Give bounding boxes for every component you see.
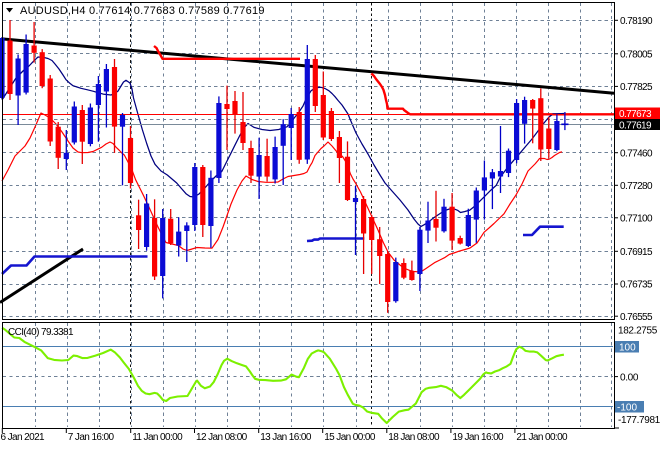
svg-text:0.00: 0.00 bbox=[620, 373, 639, 384]
svg-text:CCI(40) 79.3381: CCI(40) 79.3381 bbox=[8, 327, 74, 338]
svg-text:AUDUSD,H4 0.77614 0.77683 0.7: AUDUSD,H4 0.77614 0.77683 0.77589 0.7761… bbox=[20, 5, 265, 17]
svg-text:0.77825: 0.77825 bbox=[620, 82, 653, 93]
svg-text:19 Jan 16:00: 19 Jan 16:00 bbox=[452, 432, 504, 443]
svg-text:7 Jan 16:00: 7 Jan 16:00 bbox=[68, 432, 115, 443]
svg-text:21 Jan 00:00: 21 Jan 00:00 bbox=[516, 432, 568, 443]
svg-text:0.78190: 0.78190 bbox=[620, 16, 653, 27]
svg-text:-100: -100 bbox=[617, 402, 637, 413]
svg-text:11 Jan 00:00: 11 Jan 00:00 bbox=[132, 432, 183, 443]
svg-text:182.2755: 182.2755 bbox=[618, 326, 658, 337]
svg-text:12 Jan 08:00: 12 Jan 08:00 bbox=[196, 432, 248, 443]
svg-text:13 Jan 16:00: 13 Jan 16:00 bbox=[260, 432, 312, 443]
svg-text:100: 100 bbox=[619, 342, 636, 353]
svg-text:0.77673: 0.77673 bbox=[619, 109, 652, 120]
svg-text:0.76735: 0.76735 bbox=[620, 280, 653, 291]
svg-text:0.78005: 0.78005 bbox=[620, 49, 653, 60]
svg-text:0.76915: 0.76915 bbox=[620, 247, 653, 258]
svg-text:15 Jan 00:00: 15 Jan 00:00 bbox=[324, 432, 376, 443]
svg-text:6 Jan 2021: 6 Jan 2021 bbox=[1, 432, 46, 443]
svg-text:-177.7981: -177.7981 bbox=[618, 415, 660, 426]
svg-text:0.77100: 0.77100 bbox=[620, 213, 653, 224]
svg-text:0.76555: 0.76555 bbox=[620, 312, 653, 323]
svg-text:0.77619: 0.77619 bbox=[619, 120, 652, 131]
svg-text:0.77280: 0.77280 bbox=[620, 181, 653, 192]
svg-text:18 Jan 08:00: 18 Jan 08:00 bbox=[388, 432, 440, 443]
svg-text:0.77460: 0.77460 bbox=[620, 148, 653, 159]
